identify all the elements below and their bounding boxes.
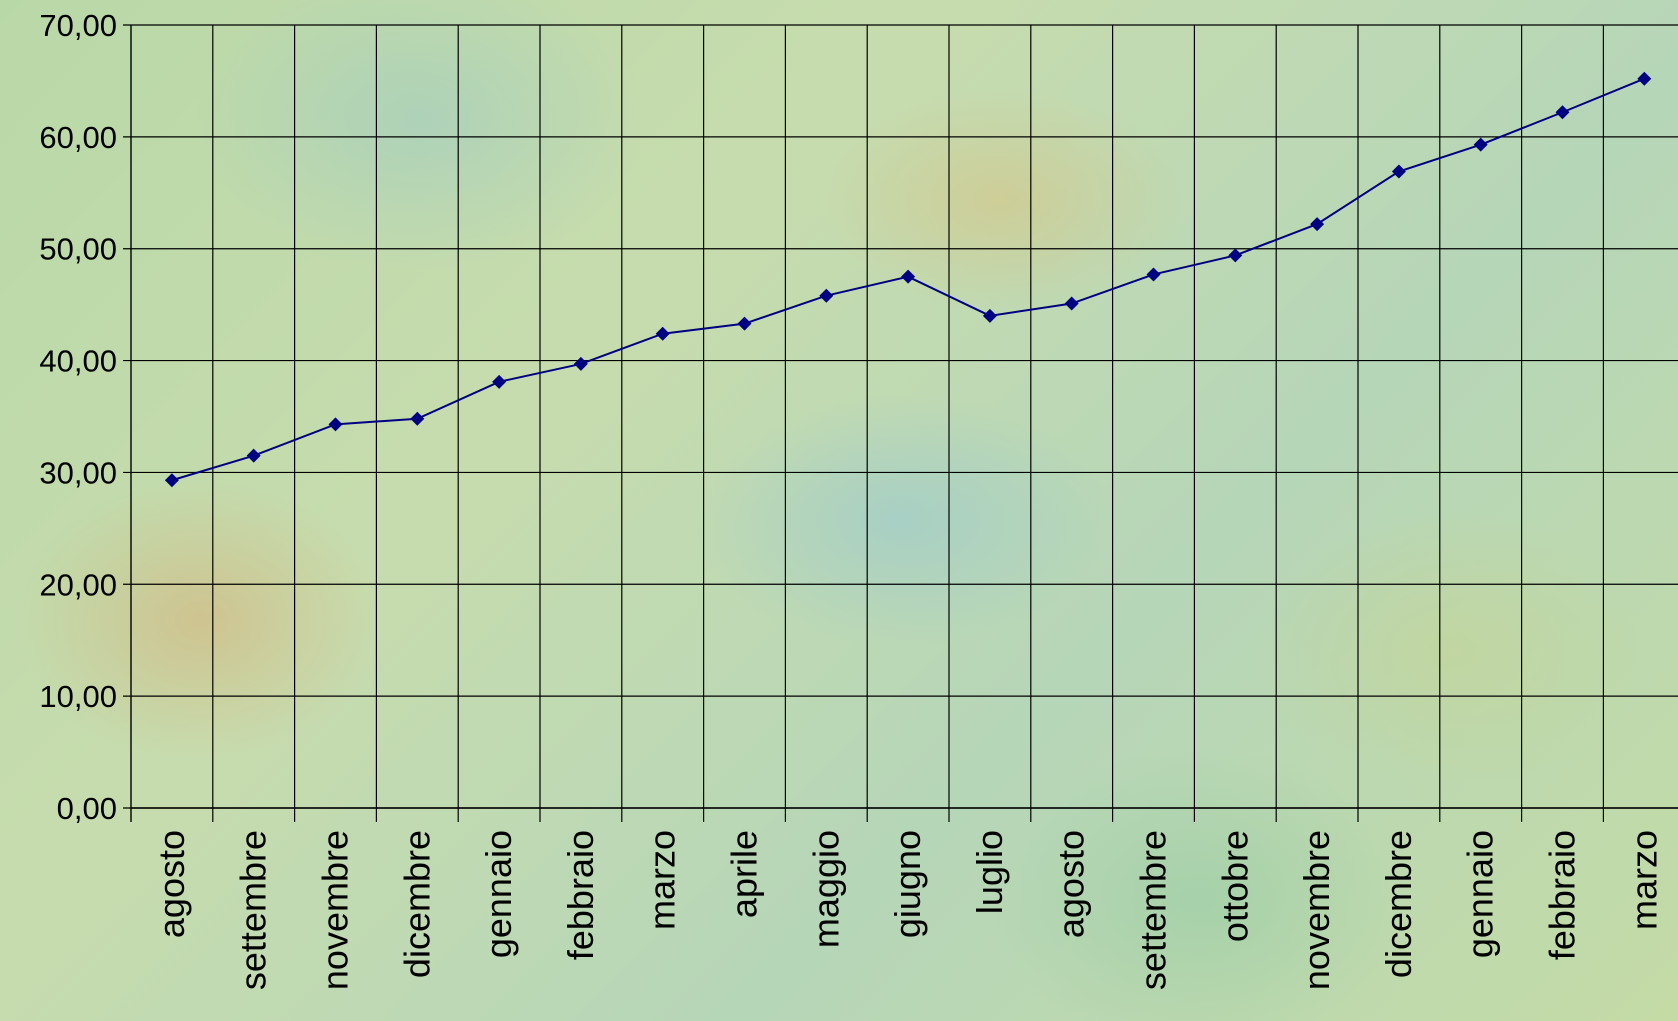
x-tick-label: agosto [1051,830,1092,938]
x-tick-label: febbraio [1542,830,1583,960]
axes [130,25,1678,822]
y-tick-label: 70,00 [39,8,117,43]
x-tick-label: settembre [1133,830,1174,990]
data-point [1146,267,1161,282]
x-tick-label: aprile [724,830,765,918]
data-point [901,269,916,284]
x-tick-label: dicembre [1378,830,1419,978]
x-tick-label: agosto [151,830,192,938]
x-tick-label: maggio [805,830,846,948]
y-tick-label: 30,00 [39,455,117,490]
data-point [246,448,261,463]
x-tick-label: marzo [1623,830,1664,930]
data-series [164,71,1652,488]
grid-lines [123,24,1678,822]
x-tick-label: settembre [233,830,274,990]
data-point [492,374,507,389]
data-point [982,308,997,323]
x-tick-label: ottobre [1214,830,1255,942]
data-point [655,326,670,341]
x-tick-label: marzo [642,830,683,930]
x-tick-label: gennaio [1460,830,1501,958]
x-tick-label: giugno [887,830,928,938]
x-tick-label: febbraio [560,830,601,960]
data-point [1064,296,1079,311]
y-tick-label: 20,00 [39,567,117,602]
data-point [819,288,834,303]
y-tick-label: 40,00 [39,344,117,379]
y-tick-label: 60,00 [39,120,117,155]
x-tick-label: luglio [969,830,1010,914]
y-tick-label: 10,00 [39,679,117,714]
data-point [573,356,588,371]
x-tick-label: novembre [1296,830,1337,990]
data-point [164,473,179,488]
data-point [1310,217,1325,232]
data-point [410,411,425,426]
data-point [328,417,343,432]
data-point [1555,105,1570,120]
x-tick-label: gennaio [478,830,519,958]
data-point [1637,71,1652,86]
data-point [1228,248,1243,263]
y-tick-label: 0,00 [57,791,117,826]
x-tick-label: dicembre [396,830,437,978]
y-tick-label: 50,00 [39,232,117,267]
x-axis-tick-labels: agosto settembre novembre dicembre gennaio fe… [151,830,1664,990]
data-point [1391,164,1406,179]
data-point [1473,137,1488,152]
x-tick-label: novembre [315,830,356,990]
y-axis-tick-labels: 0,00 10,00 20,00 30,00 40,00 50,00 60,00 70,00 [39,8,117,826]
data-point [737,316,752,331]
